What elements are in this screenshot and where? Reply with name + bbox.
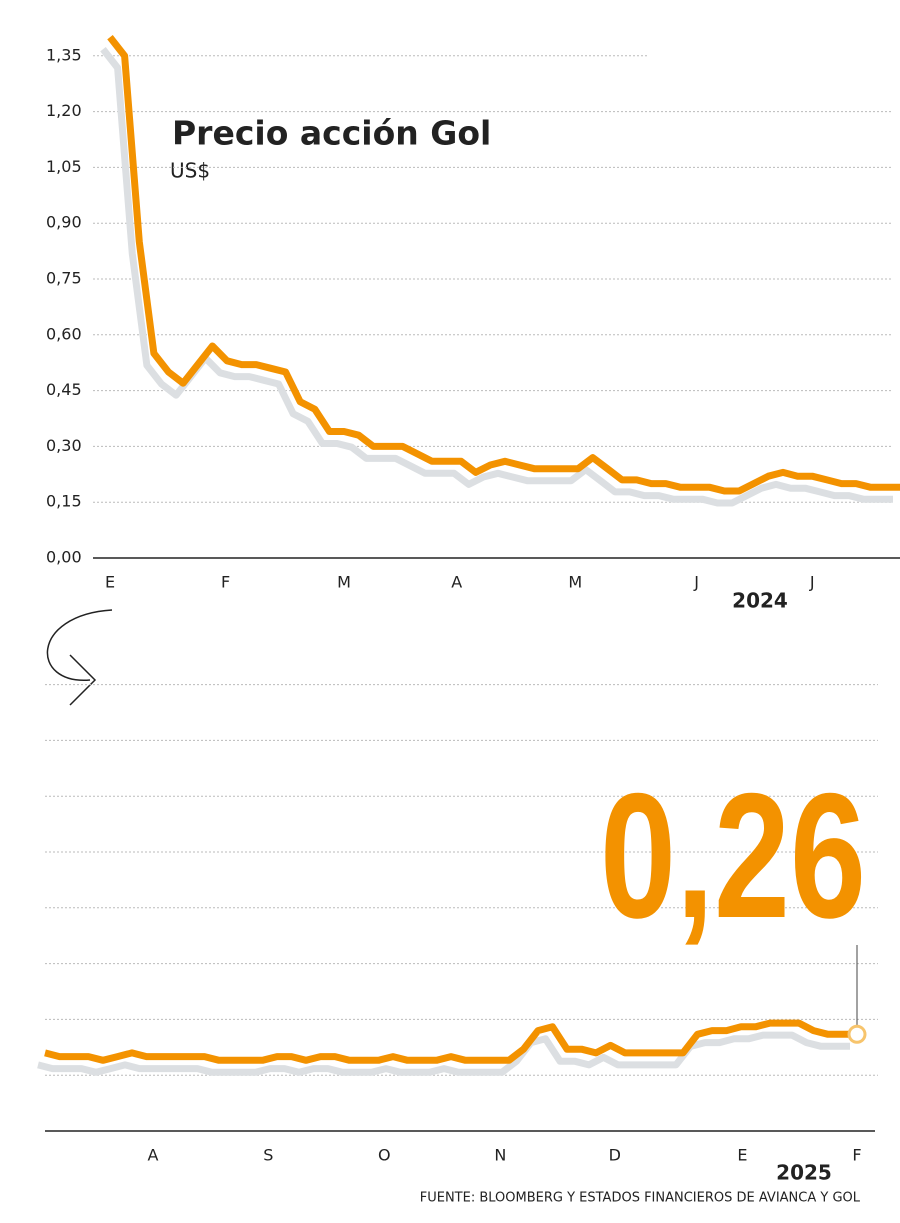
line-shadow: [100, 47, 893, 507]
y-tick-label: 1,05: [46, 157, 82, 176]
line: [44, 1019, 857, 1064]
x-tick-label: D: [609, 1146, 621, 1165]
chart-title: Precio acción Gol: [172, 114, 491, 153]
x-tick-label: M: [337, 573, 351, 592]
x-tick-label: F: [852, 1146, 861, 1165]
value-label: 0,26: [600, 756, 866, 955]
y-tick-label: 0,75: [46, 269, 82, 288]
y-tick-label: 0,90: [46, 213, 82, 232]
x-tick-label: A: [451, 573, 462, 592]
x-tick-label: J: [809, 573, 815, 592]
y-tick-label: 0,15: [46, 492, 82, 511]
curved-arrow: [46, 609, 113, 681]
x-tick-label: F: [221, 573, 230, 592]
x-tick-label: E: [105, 573, 115, 592]
end-point: [847, 1024, 867, 1044]
x-tick-label: J: [693, 573, 699, 592]
arrow-head: [69, 654, 97, 706]
chart-subtitle: US$: [170, 159, 210, 183]
y-tick-label: 0,60: [46, 324, 82, 343]
x-tick-label: M: [568, 573, 582, 592]
y-tick-label: 1,20: [46, 101, 82, 120]
x-tick-label: S: [263, 1146, 273, 1165]
y-tick-label: 0,45: [46, 380, 82, 399]
year-label: 2024: [732, 589, 788, 613]
year-label: 2025: [776, 1161, 832, 1185]
source: FUENTE: BLOOMBERG Y ESTADOS FINANCIEROS …: [420, 1191, 861, 1206]
x-tick-label: N: [494, 1146, 506, 1165]
line: [107, 35, 900, 495]
y-tick-label: 0,30: [46, 436, 82, 455]
line-shadow: [37, 1031, 850, 1076]
x-tick-label: O: [378, 1146, 391, 1165]
x-tick-label: E: [737, 1146, 747, 1165]
y-tick-label: 0,00: [46, 548, 82, 567]
x-tick-label: A: [148, 1146, 159, 1165]
y-tick-label: 1,35: [46, 45, 82, 64]
